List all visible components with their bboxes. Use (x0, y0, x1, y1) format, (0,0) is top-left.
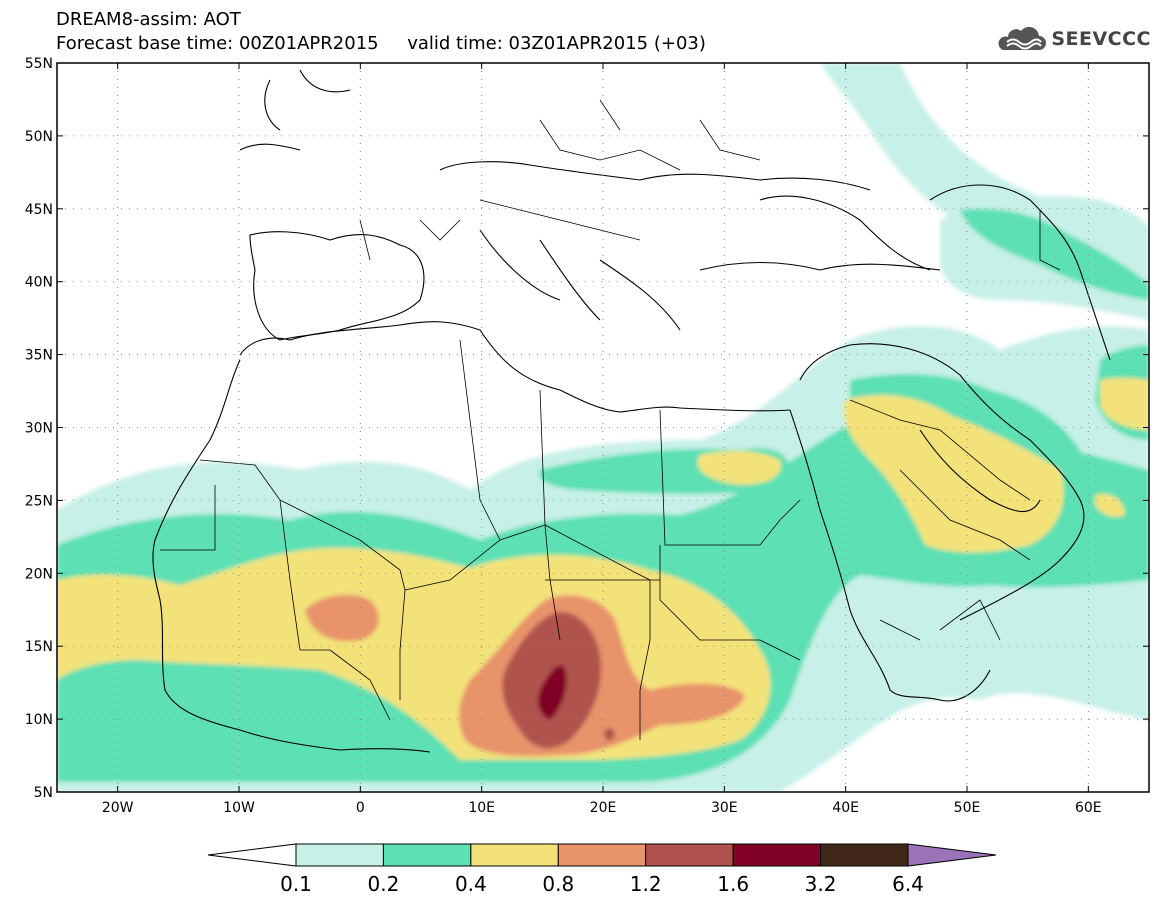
colorbar-swatch (732, 843, 822, 867)
lon-tick-label: 50E (954, 800, 981, 816)
map-title: DREAM8-assim: AOT (56, 9, 241, 30)
colorbar-under-arrow (207, 843, 297, 867)
lat-tick-label: 25N (25, 493, 53, 509)
logo-text: SEEVCCC (1051, 28, 1151, 50)
base-time-label: Forecast base time: 00Z01APR2015 (56, 33, 379, 54)
lat-tick-label: 10N (25, 712, 53, 728)
lon-tick-label: 10W (223, 800, 255, 816)
latitude-ticks: 5N 10N 15N 20N 25N 30N 35N 40N 45N 50N 55N (25, 56, 1149, 801)
colorbar: 0.1 0.2 0.4 0.8 1.2 1.6 3.2 6.4 (207, 843, 997, 896)
colorbar-label: 0.1 (280, 872, 312, 896)
colorbar-label: 1.6 (717, 872, 749, 896)
lat-tick-label: 20N (25, 566, 53, 582)
coastlines (152, 69, 1111, 753)
colorbar-label: 0.8 (542, 872, 574, 896)
lat-tick-label: 50N (25, 129, 53, 145)
lat-tick-label: 55N (25, 56, 53, 72)
colorbar-label: 6.4 (892, 872, 924, 896)
valid-time-label: valid time: 03Z01APR2015 (+03) (407, 33, 706, 54)
lat-tick-label: 40N (25, 275, 53, 291)
colorbar-label: 0.4 (455, 872, 487, 896)
colorbar-over-arrow (907, 843, 997, 867)
lat-tick-label: 5N (34, 785, 53, 801)
colorbar-swatch (382, 843, 472, 867)
lon-tick-label: 20E (590, 800, 617, 816)
colorbar-swatch (820, 843, 909, 867)
longitude-ticks: 20W 10W 0 10E 20E 30E 40E 50E 60E (102, 63, 1102, 816)
country-borders (160, 99, 1061, 740)
colorbar-swatch (645, 843, 734, 867)
cloud-icon (998, 26, 1047, 50)
lon-tick-label: 60E (1075, 800, 1102, 816)
colorbar-label: 3.2 (805, 872, 837, 896)
lon-tick-label: 10E (468, 800, 495, 816)
lat-tick-label: 15N (25, 639, 53, 655)
lon-tick-label: 40E (832, 800, 859, 816)
lat-tick-label: 45N (25, 202, 53, 218)
colorbar-label: 0.2 (368, 872, 400, 896)
colorbar-label: 1.2 (630, 872, 662, 896)
lon-tick-label: 30E (711, 800, 738, 816)
seevccc-logo: SEEVCCC (995, 24, 1151, 54)
colorbar-swatch (295, 843, 384, 867)
lon-tick-label: 20W (102, 800, 134, 816)
colorbar-swatch (470, 843, 559, 867)
lat-tick-label: 35N (25, 348, 53, 364)
aot-field (57, 63, 1149, 792)
lon-tick-label: 0 (356, 800, 365, 816)
lat-tick-label: 30N (25, 421, 53, 437)
time-info: Forecast base time: 00Z01APR2015 valid t… (56, 34, 706, 54)
colorbar-swatch (557, 843, 647, 867)
